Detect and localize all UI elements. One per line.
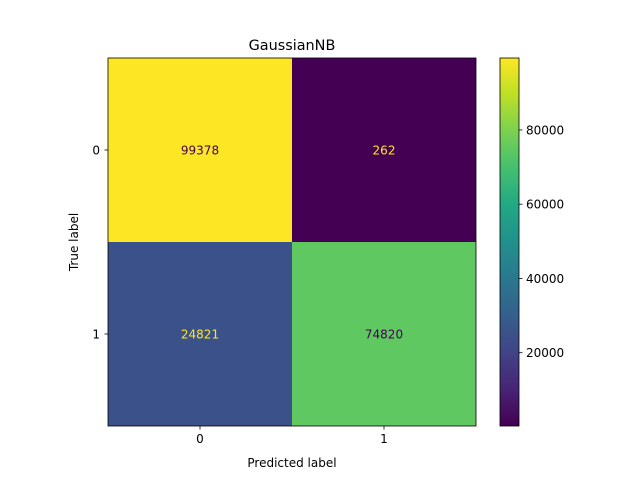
chart-title: GaussianNB <box>249 38 336 54</box>
colorbar-tick-label: 80000 <box>526 123 564 137</box>
colorbar-tick-label: 60000 <box>526 198 564 212</box>
cell-value-labels: 99378 262 24821 74820 <box>181 144 403 342</box>
heatmap-cells <box>108 58 476 426</box>
colorbar-ticks: 20000 40000 60000 80000 <box>519 123 564 360</box>
cell-value-label: 24821 <box>181 328 219 342</box>
colorbar <box>499 57 520 427</box>
x-axis-label: Predicted label <box>247 456 336 470</box>
heatmap-cell <box>108 242 292 426</box>
heatmap-cell <box>108 58 292 242</box>
heatmap-cell <box>292 242 476 426</box>
y-axis-ticks: 01 <box>92 144 108 342</box>
y-axis-label: True label <box>67 213 81 272</box>
plot-frame <box>107 57 477 427</box>
colorbar-tick-label: 40000 <box>526 272 564 286</box>
x-tick-label: 0 <box>196 432 204 446</box>
y-tick-label: 0 <box>92 144 100 158</box>
y-tick-label: 1 <box>92 328 100 342</box>
heatmap-cell <box>292 58 476 242</box>
cell-value-label: 262 <box>373 144 396 158</box>
cell-value-label: 99378 <box>181 144 219 158</box>
colorbar-tick-label: 20000 <box>526 346 564 360</box>
x-tick-label: 1 <box>380 432 388 446</box>
cell-value-label: 74820 <box>365 328 403 342</box>
